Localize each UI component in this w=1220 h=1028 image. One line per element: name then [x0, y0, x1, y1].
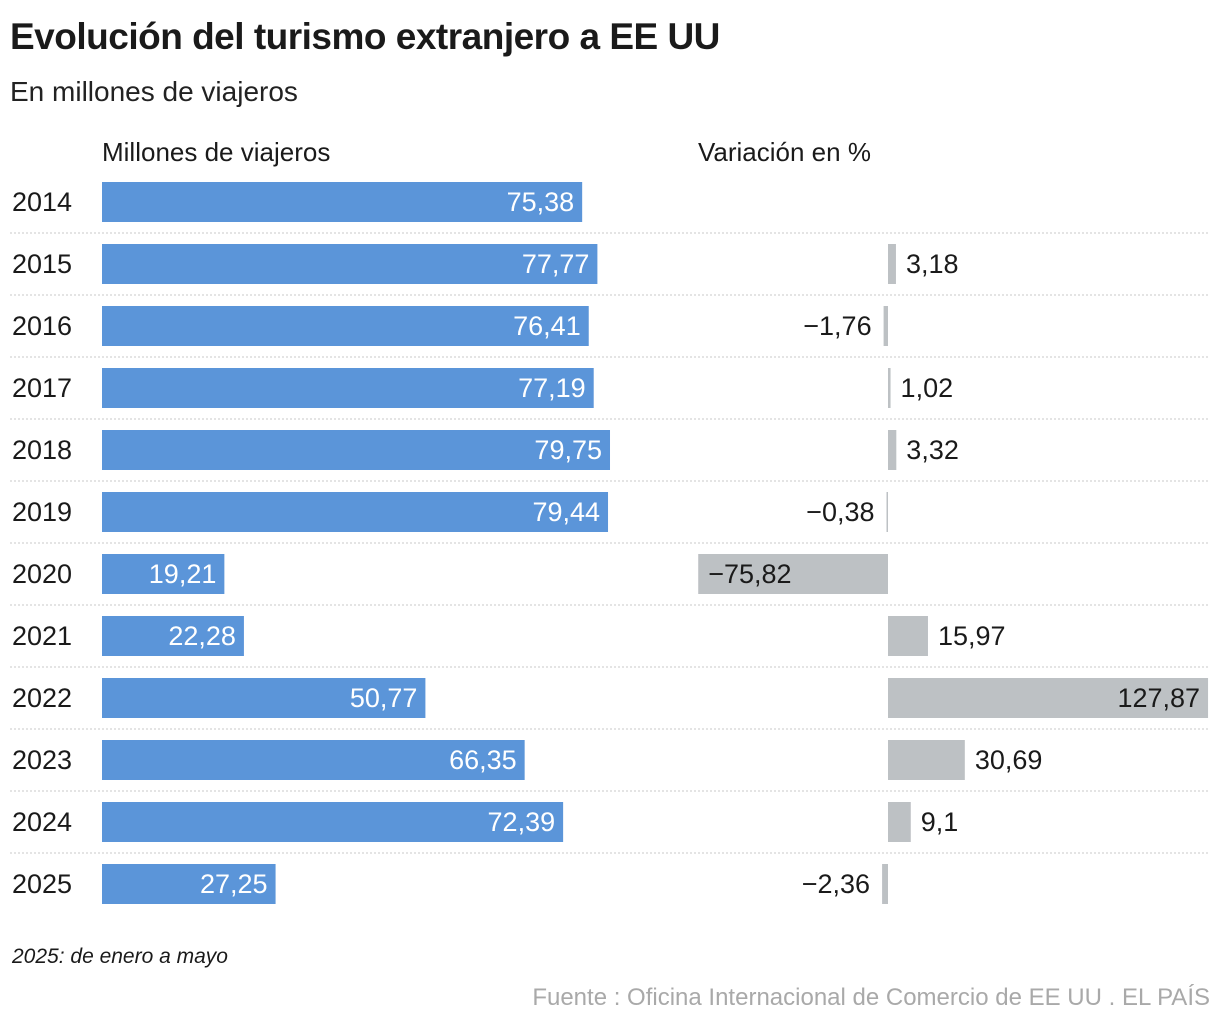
travelers-value-label: 75,38 — [507, 187, 575, 217]
variation-value-label: −75,82 — [708, 559, 791, 589]
year-label: 2020 — [12, 559, 72, 589]
travelers-bar — [102, 616, 244, 656]
variation-bar — [888, 740, 965, 780]
year-label: 2025 — [12, 869, 72, 899]
travelers-bar — [102, 678, 426, 718]
travelers-bar — [102, 306, 589, 346]
year-label: 2015 — [12, 249, 72, 279]
variation-bar — [888, 678, 1209, 718]
travelers-value-label: 19,21 — [149, 559, 217, 589]
variation-bar — [888, 616, 928, 656]
year-label: 2021 — [12, 621, 72, 651]
variation-bar — [888, 244, 896, 284]
variation-value-label: −0,38 — [806, 497, 874, 527]
year-label: 2024 — [12, 807, 72, 837]
chart-subtitle: En millones de viajeros — [10, 76, 298, 107]
year-label: 2018 — [12, 435, 72, 465]
travelers-bar — [102, 244, 598, 284]
travelers-value-label: 77,77 — [522, 249, 590, 279]
year-label: 2023 — [12, 745, 72, 775]
footnote: 2025: de enero a mayo — [12, 945, 228, 968]
travelers-value-label: 66,35 — [449, 745, 517, 775]
travelers-bar — [102, 802, 564, 842]
variation-bar — [882, 864, 888, 904]
variation-bar — [886, 492, 888, 532]
year-label: 2016 — [12, 311, 72, 341]
variation-bar — [883, 306, 888, 346]
travelers-value-label: 22,28 — [168, 621, 236, 651]
variation-bar — [888, 802, 911, 842]
travelers-bar — [102, 492, 609, 532]
variation-value-label: −1,76 — [803, 311, 871, 341]
variation-bar — [888, 368, 891, 408]
travelers-bar — [102, 864, 276, 904]
variation-bar — [698, 554, 888, 594]
variation-value-label: −2,36 — [802, 869, 870, 899]
variation-value-label: 30,69 — [975, 745, 1043, 775]
variation-value-label: 3,32 — [906, 435, 959, 465]
variation-value-label: 1,02 — [901, 373, 954, 403]
variation-column-header: Variación en % — [698, 137, 871, 167]
travelers-bar — [102, 430, 611, 470]
variation-value-label: 127,87 — [1117, 683, 1200, 713]
travelers-column-header: Millones de viajeros — [102, 137, 331, 167]
travelers-value-label: 50,77 — [350, 683, 418, 713]
year-label: 2017 — [12, 373, 72, 403]
variation-bar — [888, 430, 897, 470]
variation-value-label: 3,18 — [906, 249, 959, 279]
travelers-value-label: 76,41 — [513, 311, 581, 341]
chart-title: Evolución del turismo extranjero a EE UU — [10, 16, 720, 57]
travelers-value-label: 27,25 — [200, 869, 268, 899]
variation-value-label: 15,97 — [938, 621, 1006, 651]
travelers-value-label: 79,75 — [534, 435, 602, 465]
variation-value-label: 9,1 — [921, 807, 959, 837]
travelers-bar — [102, 554, 225, 594]
source: Fuente : Oficina Internacional de Comerc… — [532, 984, 1210, 1011]
travelers-value-label: 79,44 — [532, 497, 600, 527]
travelers-value-label: 72,39 — [488, 807, 556, 837]
travelers-value-label: 77,19 — [518, 373, 586, 403]
travelers-bar — [102, 182, 583, 222]
year-label: 2022 — [12, 683, 72, 713]
year-label: 2019 — [12, 497, 72, 527]
year-label: 2014 — [12, 187, 72, 217]
travelers-bar — [102, 368, 594, 408]
travelers-bar — [102, 740, 525, 780]
